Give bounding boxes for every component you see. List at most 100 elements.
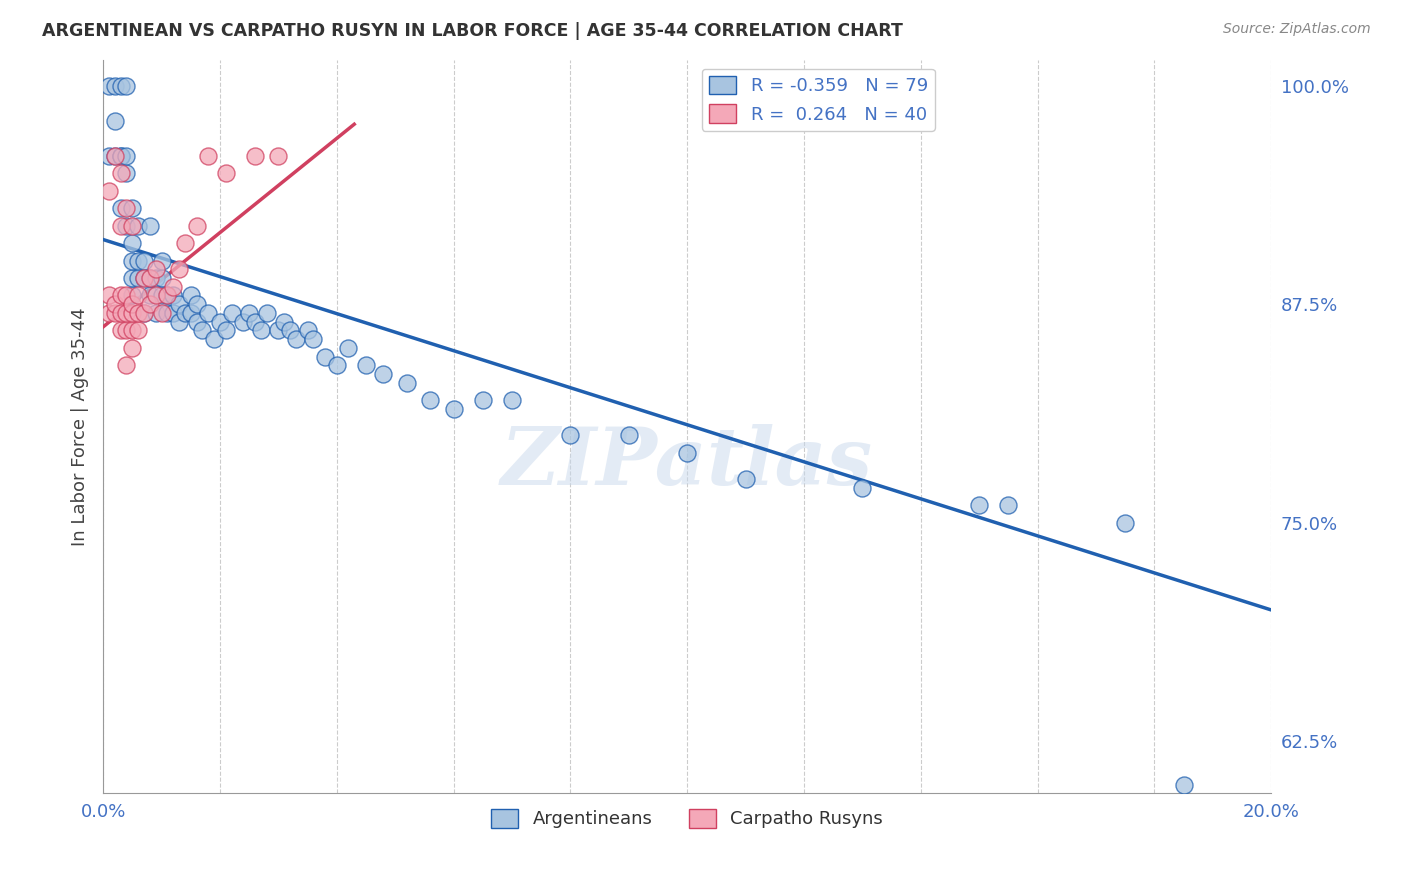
Point	[121, 323, 143, 337]
Point	[162, 279, 184, 293]
Point	[162, 288, 184, 302]
Point	[173, 306, 195, 320]
Point	[180, 288, 202, 302]
Point	[127, 271, 149, 285]
Point	[132, 306, 155, 320]
Point	[238, 306, 260, 320]
Point	[150, 253, 173, 268]
Point	[104, 149, 127, 163]
Legend: Argentineans, Carpatho Rusyns: Argentineans, Carpatho Rusyns	[484, 802, 890, 836]
Point	[419, 393, 441, 408]
Point	[115, 359, 138, 373]
Point	[121, 235, 143, 250]
Point	[997, 498, 1019, 512]
Point	[162, 306, 184, 320]
Point	[186, 315, 208, 329]
Point	[186, 297, 208, 311]
Text: ARGENTINEAN VS CARPATHO RUSYN IN LABOR FORCE | AGE 35-44 CORRELATION CHART: ARGENTINEAN VS CARPATHO RUSYN IN LABOR F…	[42, 22, 903, 40]
Point	[232, 315, 254, 329]
Point	[186, 219, 208, 233]
Point	[110, 166, 132, 180]
Point	[115, 201, 138, 215]
Point	[121, 271, 143, 285]
Point	[104, 78, 127, 93]
Point	[267, 149, 290, 163]
Y-axis label: In Labor Force | Age 35-44: In Labor Force | Age 35-44	[72, 307, 89, 546]
Point	[110, 288, 132, 302]
Point	[167, 262, 190, 277]
Point	[150, 271, 173, 285]
Point	[127, 288, 149, 302]
Point	[121, 201, 143, 215]
Point	[297, 323, 319, 337]
Point	[337, 341, 360, 355]
Point	[150, 306, 173, 320]
Point	[98, 184, 121, 198]
Point	[617, 428, 640, 442]
Point	[110, 149, 132, 163]
Point	[302, 332, 325, 346]
Point	[104, 149, 127, 163]
Point	[215, 166, 238, 180]
Point	[314, 350, 336, 364]
Point	[197, 149, 219, 163]
Point	[560, 428, 582, 442]
Point	[139, 271, 162, 285]
Point	[1173, 778, 1195, 792]
Point	[139, 288, 162, 302]
Point	[145, 262, 167, 277]
Point	[202, 332, 225, 346]
Point	[98, 149, 121, 163]
Point	[215, 323, 238, 337]
Point	[180, 306, 202, 320]
Point	[145, 288, 167, 302]
Point	[145, 271, 167, 285]
Point	[167, 297, 190, 311]
Point	[115, 219, 138, 233]
Point	[150, 288, 173, 302]
Point	[121, 297, 143, 311]
Point	[156, 288, 179, 302]
Point	[110, 323, 132, 337]
Point	[127, 323, 149, 337]
Point	[395, 376, 418, 390]
Point	[104, 306, 127, 320]
Point	[110, 201, 132, 215]
Point	[501, 393, 523, 408]
Point	[121, 341, 143, 355]
Point	[132, 271, 155, 285]
Point	[110, 78, 132, 93]
Point	[132, 253, 155, 268]
Point	[167, 315, 190, 329]
Point	[132, 306, 155, 320]
Point	[273, 315, 295, 329]
Point	[110, 149, 132, 163]
Point	[243, 315, 266, 329]
Point	[115, 288, 138, 302]
Point	[115, 323, 138, 337]
Point	[156, 306, 179, 320]
Point	[325, 359, 347, 373]
Point	[132, 271, 155, 285]
Point	[115, 166, 138, 180]
Point	[121, 288, 143, 302]
Point	[173, 235, 195, 250]
Point	[256, 306, 278, 320]
Point	[110, 306, 132, 320]
Point	[121, 253, 143, 268]
Point	[243, 149, 266, 163]
Point	[1114, 516, 1136, 530]
Text: Source: ZipAtlas.com: Source: ZipAtlas.com	[1223, 22, 1371, 37]
Point	[98, 288, 121, 302]
Point	[967, 498, 990, 512]
Point	[104, 113, 127, 128]
Point	[221, 306, 243, 320]
Text: ZIPatlas: ZIPatlas	[501, 425, 873, 502]
Point	[127, 253, 149, 268]
Point	[278, 323, 301, 337]
Point	[156, 288, 179, 302]
Point	[115, 306, 138, 320]
Point	[145, 306, 167, 320]
Point	[443, 402, 465, 417]
Point	[851, 481, 873, 495]
